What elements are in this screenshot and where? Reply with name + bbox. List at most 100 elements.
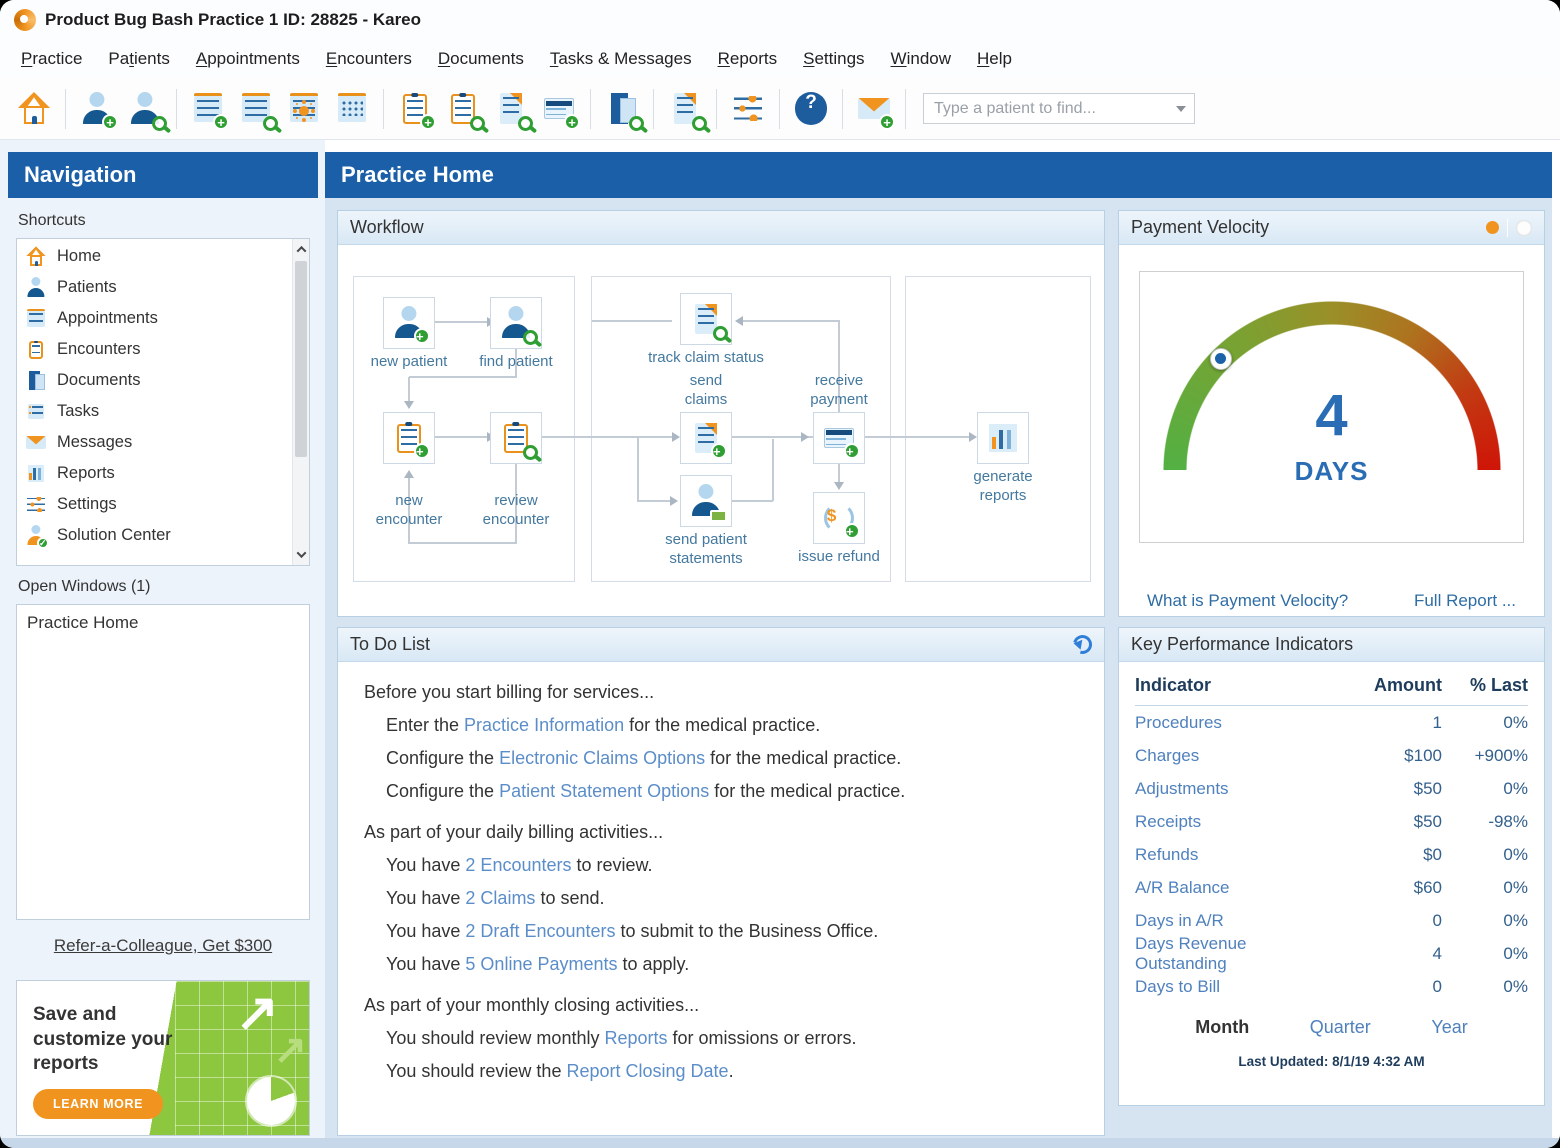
open-window-item[interactable]: Practice Home (27, 613, 139, 632)
todo-link[interactable]: 2 Encounters (465, 855, 572, 875)
patient-search-input[interactable] (924, 94, 1176, 123)
menu-window[interactable]: Window (890, 49, 952, 68)
full-report-link[interactable]: Full Report ... (1413, 591, 1516, 610)
kpi-indicator[interactable]: Days to Bill (1135, 976, 1221, 996)
encounter-find-button[interactable] (439, 84, 487, 134)
claim-find-button[interactable] (487, 84, 535, 134)
payment-velocity-body: 4 DAYS What is Payment Velocity? Full Re… (1119, 245, 1544, 616)
kpi-indicator[interactable]: Procedures (1135, 712, 1222, 732)
sidebar-item-documents[interactable]: Documents (17, 365, 291, 396)
workflow-node-receive-payment[interactable]: + (813, 412, 865, 464)
ad-banner[interactable]: ↗ ↗ Save and customize your reports LEAR… (16, 980, 310, 1136)
todo-item: You should review monthly Reports for om… (386, 1028, 857, 1048)
sidebar-item-home[interactable]: Home (17, 241, 291, 272)
sidebar-item-tasks[interactable]: Tasks (17, 396, 291, 427)
what-is-payment-velocity-link[interactable]: What is Payment Velocity? (1147, 591, 1349, 610)
todo-link[interactable]: Reports (604, 1028, 668, 1048)
sidebar-item-solution-center[interactable]: ✓ Solution Center (17, 520, 291, 551)
todo-title: To Do List (350, 634, 431, 654)
scrollbar-thumb[interactable] (295, 261, 307, 457)
menu-documents[interactable]: Documents (437, 49, 524, 68)
menu-patients[interactable]: Patients (108, 49, 170, 68)
orange-dot-icon[interactable] (1486, 221, 1499, 234)
sidebar-item-encounters[interactable]: Encounters (17, 334, 291, 365)
workflow-node-send-patient-statements[interactable] (680, 475, 732, 527)
month-calendar-button[interactable] (328, 84, 376, 134)
workflow-node-new-patient[interactable]: + (383, 297, 435, 349)
claim-send-icon: + (688, 420, 727, 459)
encounter-add-button[interactable]: + (391, 84, 439, 134)
scrollbar[interactable] (292, 239, 309, 565)
kpi-rows: Procedures 1 0% Charges $100 +900% Adjustments… (1135, 706, 1528, 1003)
gauge-marker (1209, 347, 1232, 370)
kpi-indicator[interactable]: Receipts (1135, 811, 1202, 831)
scroll-up-icon[interactable] (293, 241, 309, 258)
todo-link[interactable]: 2 Draft Encounters (465, 921, 616, 941)
todo-link[interactable]: Practice Information (464, 715, 625, 735)
gauge-box: 4 DAYS (1139, 271, 1524, 543)
sidebar-item-settings[interactable]: Settings (17, 489, 291, 520)
kpi-period-year[interactable]: Year (1431, 1017, 1468, 1037)
ad-text: Save and customize your reports (33, 1004, 173, 1075)
todo-link[interactable]: Electronic Claims Options (499, 748, 706, 768)
sidebar-item-patients[interactable]: Patients (17, 272, 291, 303)
todo-link[interactable]: Report Closing Date (566, 1061, 729, 1081)
menu-tasks-messages[interactable]: Tasks & Messages (549, 49, 692, 68)
workflow-node-generate-reports[interactable] (977, 412, 1029, 464)
open-windows-label: Open Windows (1) (18, 578, 151, 595)
home-button[interactable] (10, 84, 58, 134)
appointment-find-button[interactable] (232, 84, 280, 134)
learn-more-button[interactable]: LEARN MORE (33, 1089, 164, 1119)
menu-reports[interactable]: Reports (717, 49, 778, 68)
todo-item: You should review the Report Closing Dat… (386, 1061, 734, 1081)
kpi-indicator[interactable]: Days in A/R (1135, 910, 1224, 930)
report-generate-icon (985, 420, 1021, 456)
white-dot-icon[interactable] (1516, 219, 1532, 236)
window-title: Product Bug Bash Practice 1 ID: 28825 - … (45, 10, 422, 29)
kpi-period-quarter[interactable]: Quarter (1309, 1017, 1371, 1037)
workflow-node-find-patient[interactable] (490, 297, 542, 349)
kpi-indicator[interactable]: Refunds (1135, 844, 1199, 864)
appointment-add-button[interactable]: + (184, 84, 232, 134)
todo-link[interactable]: Patient Statement Options (499, 781, 710, 801)
kpi-indicator[interactable]: Charges (1135, 745, 1200, 765)
workflow-node-issue-refund[interactable]: $ + (813, 492, 865, 544)
patient-find-button[interactable] (121, 84, 169, 134)
kpi-period-month[interactable]: Month (1195, 1017, 1250, 1037)
help-button[interactable]: ? (787, 84, 835, 134)
kpi-title: Key Performance Indicators (1131, 634, 1354, 654)
settings-icon (25, 494, 47, 516)
search-dropdown-icon[interactable] (1176, 106, 1186, 117)
sidebar-item-reports[interactable]: Reports (17, 458, 291, 489)
todo-link[interactable]: 2 Claims (465, 888, 536, 908)
todo-section-header: As part of your monthly closing activiti… (364, 995, 700, 1015)
settings-sliders-button[interactable] (724, 84, 772, 134)
patient-add-button[interactable]: + (73, 84, 121, 134)
menu-practice[interactable]: Practice (21, 49, 83, 68)
workflow-node-send-claims[interactable]: + (680, 412, 732, 464)
day-calendar-button[interactable] (280, 84, 328, 134)
report-find-icon (667, 91, 707, 131)
workflow-node-new-encounter[interactable]: + (383, 412, 435, 464)
menu-appointments[interactable]: Appointments (195, 49, 300, 68)
payment-add-button[interactable]: + (535, 84, 583, 134)
kpi-body: Indicator Amount % Last Procedures 1 0% Cha… (1119, 662, 1544, 1105)
todo-link[interactable]: 5 Online Payments (465, 954, 618, 974)
message-add-button[interactable]: + (850, 84, 898, 134)
menu-encounters[interactable]: Encounters (325, 49, 412, 68)
report-find-button[interactable] (661, 84, 709, 134)
workflow-node-review-encounter[interactable] (490, 412, 542, 464)
workflow-canvas: + new patient find patient + new encounter re… (338, 245, 1104, 616)
sidebar-item-messages[interactable]: Messages (17, 427, 291, 458)
refresh-icon[interactable] (1069, 631, 1096, 658)
menu-settings[interactable]: Settings (803, 49, 865, 68)
scroll-down-icon[interactable] (293, 546, 309, 563)
menu-help[interactable]: Help (977, 49, 1012, 68)
document-find-button[interactable] (598, 84, 646, 134)
sidebar-item-appointments[interactable]: Appointments (17, 303, 291, 334)
refer-a-colleague-link[interactable]: Refer-a-Colleague, Get $300 (53, 936, 273, 955)
kpi-indicator[interactable]: Days Revenue Outstanding (1135, 933, 1247, 973)
workflow-node-track-claim-status[interactable] (680, 293, 732, 345)
kpi-indicator[interactable]: Adjustments (1135, 778, 1229, 798)
kpi-indicator[interactable]: A/R Balance (1135, 877, 1230, 897)
